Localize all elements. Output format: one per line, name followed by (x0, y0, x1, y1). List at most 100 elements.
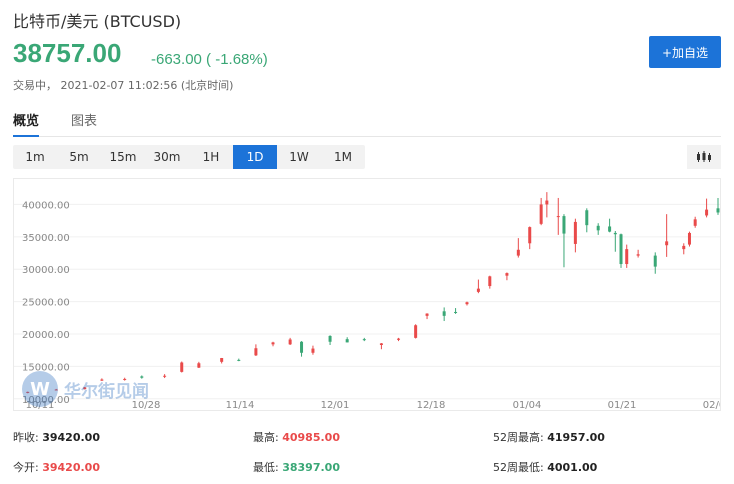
x-tick-label: 02/0 (703, 400, 720, 410)
tab-chart[interactable]: 图表 (71, 114, 98, 129)
y-tick-label: 30000.00 (22, 265, 70, 276)
candle-body (585, 210, 589, 226)
candle-body (613, 232, 617, 235)
candle (556, 197, 560, 235)
period-1w[interactable]: 1W (289, 150, 309, 164)
period-5m[interactable]: 5m (69, 150, 89, 164)
candle (516, 238, 520, 258)
add-to-watchlist-button[interactable]: +加自选 (649, 36, 721, 68)
stat-value: 41957.00 (547, 431, 605, 444)
candle-body (476, 288, 480, 292)
candle-body (705, 209, 709, 216)
period-1m[interactable]: 1m (25, 150, 45, 164)
candle (180, 361, 184, 373)
candle (528, 226, 532, 250)
period-1mo[interactable]: 1M (334, 150, 352, 164)
candle (100, 378, 104, 381)
candle-body (716, 208, 720, 213)
candle-body (220, 358, 224, 362)
stat-value: 39420.00 (42, 461, 100, 474)
period-30m[interactable]: 30m (153, 150, 181, 164)
candle-body (123, 378, 127, 380)
candle-body (26, 391, 30, 393)
candle-body (665, 241, 669, 246)
candle-body (397, 338, 401, 340)
candle-body (100, 379, 104, 381)
candle-body (442, 311, 446, 316)
y-tick-label: 40000.00 (22, 200, 70, 211)
tab-bar: 概览 图表 (13, 110, 721, 137)
candle-body (619, 234, 623, 265)
x-tick-label: 01/04 (513, 400, 542, 410)
watermark: W 华尔街见闻 (22, 371, 149, 407)
price-chart[interactable]: 40000.00 35000.00 30000.00 25000.00 20000.00… (13, 178, 725, 411)
watermark-text: 华尔街见闻 (64, 381, 149, 402)
stat-label: 今开: (13, 461, 39, 474)
candlestick-icon (697, 151, 711, 162)
candle (197, 361, 201, 368)
candle-body (465, 302, 469, 305)
timezone: (北京时间) (180, 79, 234, 92)
candle-body (653, 255, 657, 267)
candle-body (608, 226, 612, 232)
y-tick-label: 35000.00 (22, 233, 70, 244)
candle (705, 198, 709, 218)
candle-body (300, 341, 304, 353)
candle-body (573, 221, 577, 244)
candle (665, 214, 669, 257)
chart-type-button[interactable] (687, 145, 721, 169)
stat-open: 今开: 39420.00 (13, 458, 100, 478)
candle (328, 335, 332, 345)
period-selector: 1m 5m 15m 30m 1H 1D 1W 1M (13, 145, 365, 169)
x-tick-label: 11/14 (226, 400, 255, 410)
period-15m[interactable]: 15m (109, 150, 137, 164)
candle-body (636, 254, 640, 256)
candle (693, 216, 697, 228)
stat-label: 52周最高: (493, 431, 544, 444)
candle-body (425, 313, 429, 316)
watermark-logo-icon: W (22, 371, 58, 407)
tab-overview[interactable]: 概览 (13, 110, 40, 137)
stat-low: 最低: 38397.00 (253, 458, 340, 478)
candle (682, 243, 686, 255)
stat-label: 52周最低: (493, 461, 544, 474)
candle-body (54, 389, 58, 391)
candle-body (505, 273, 509, 276)
candle (345, 337, 349, 343)
candle (300, 341, 304, 357)
candle (476, 279, 480, 294)
candle (505, 272, 509, 281)
period-1d[interactable]: 1D (233, 145, 277, 169)
x-tick-label: 01/21 (608, 400, 637, 410)
candle-body (454, 311, 458, 313)
candle (716, 198, 720, 215)
candle-body (562, 216, 566, 234)
candle (608, 218, 612, 233)
y-tick-label: 10000.00 (22, 395, 70, 406)
candle-body (345, 339, 349, 343)
stat-label: 最高: (253, 431, 279, 444)
x-tick-label: 12/01 (321, 400, 350, 410)
candle-body (556, 216, 560, 218)
candle (237, 358, 241, 362)
candle (585, 208, 589, 233)
candle (311, 345, 315, 355)
y-tick-label: 25000.00 (22, 298, 70, 309)
candle (625, 244, 629, 268)
candle-body (414, 325, 418, 338)
candle (379, 343, 383, 350)
candle (596, 223, 600, 235)
candle (562, 214, 566, 268)
stat-label: 最低: (253, 461, 279, 474)
candle (288, 337, 292, 345)
candle-body (163, 375, 167, 377)
candle (83, 386, 87, 390)
candle (636, 249, 640, 258)
candle (54, 388, 58, 391)
period-1h[interactable]: 1H (202, 150, 220, 164)
candle-body (311, 348, 315, 353)
candle-body (528, 227, 532, 244)
stat-high: 最高: 40985.00 (253, 428, 340, 448)
candle (362, 337, 366, 342)
x-tick-label: 10/28 (132, 400, 161, 410)
